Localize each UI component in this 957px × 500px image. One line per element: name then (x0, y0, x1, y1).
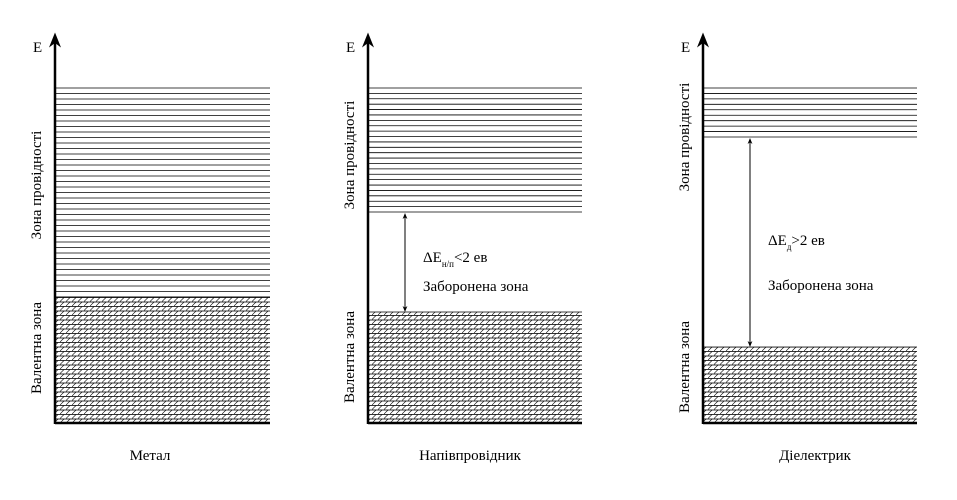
gap-width: ΔEд>2 ев (768, 233, 825, 252)
band-panel: E Зона провідності Валентна зона Діелектрик… (677, 32, 917, 464)
conduction-label: Зона провідності (677, 83, 693, 192)
gap-value: >2 ев (791, 233, 824, 249)
gap-label: Заборонена зона (768, 278, 874, 294)
axis-label: E (681, 40, 690, 56)
caption: Діелектрик (779, 448, 852, 464)
valence-label: Валентна зона (677, 321, 693, 413)
valence-band (56, 297, 270, 422)
axis-label: E (346, 40, 355, 56)
valence-label: Валентна зона (342, 311, 358, 403)
gap-symbol: ΔE (423, 250, 442, 266)
gap-value: <2 ев (454, 250, 487, 266)
band-panel: E Зона провідності Валентна зона Метал (29, 32, 270, 464)
gap-width: ΔEн/п<2 ев (423, 250, 487, 269)
conduction-label: Зона провідності (29, 131, 45, 240)
band-panel: E Зона провідності Валентна зона Напівпрові… (342, 32, 582, 464)
valence-band (369, 312, 582, 422)
valence-band (704, 347, 917, 422)
gap-subscript: д (787, 242, 792, 252)
axis-label: E (33, 40, 42, 56)
gap-label: Заборонена зона (423, 279, 529, 295)
valence-label: Валентна зона (29, 302, 45, 394)
conduction-label: Зона провідності (342, 101, 358, 210)
gap-symbol: ΔE (768, 233, 787, 249)
caption: Напівпровідник (419, 448, 522, 464)
gap-subscript: н/п (442, 259, 454, 269)
caption: Метал (130, 448, 171, 464)
